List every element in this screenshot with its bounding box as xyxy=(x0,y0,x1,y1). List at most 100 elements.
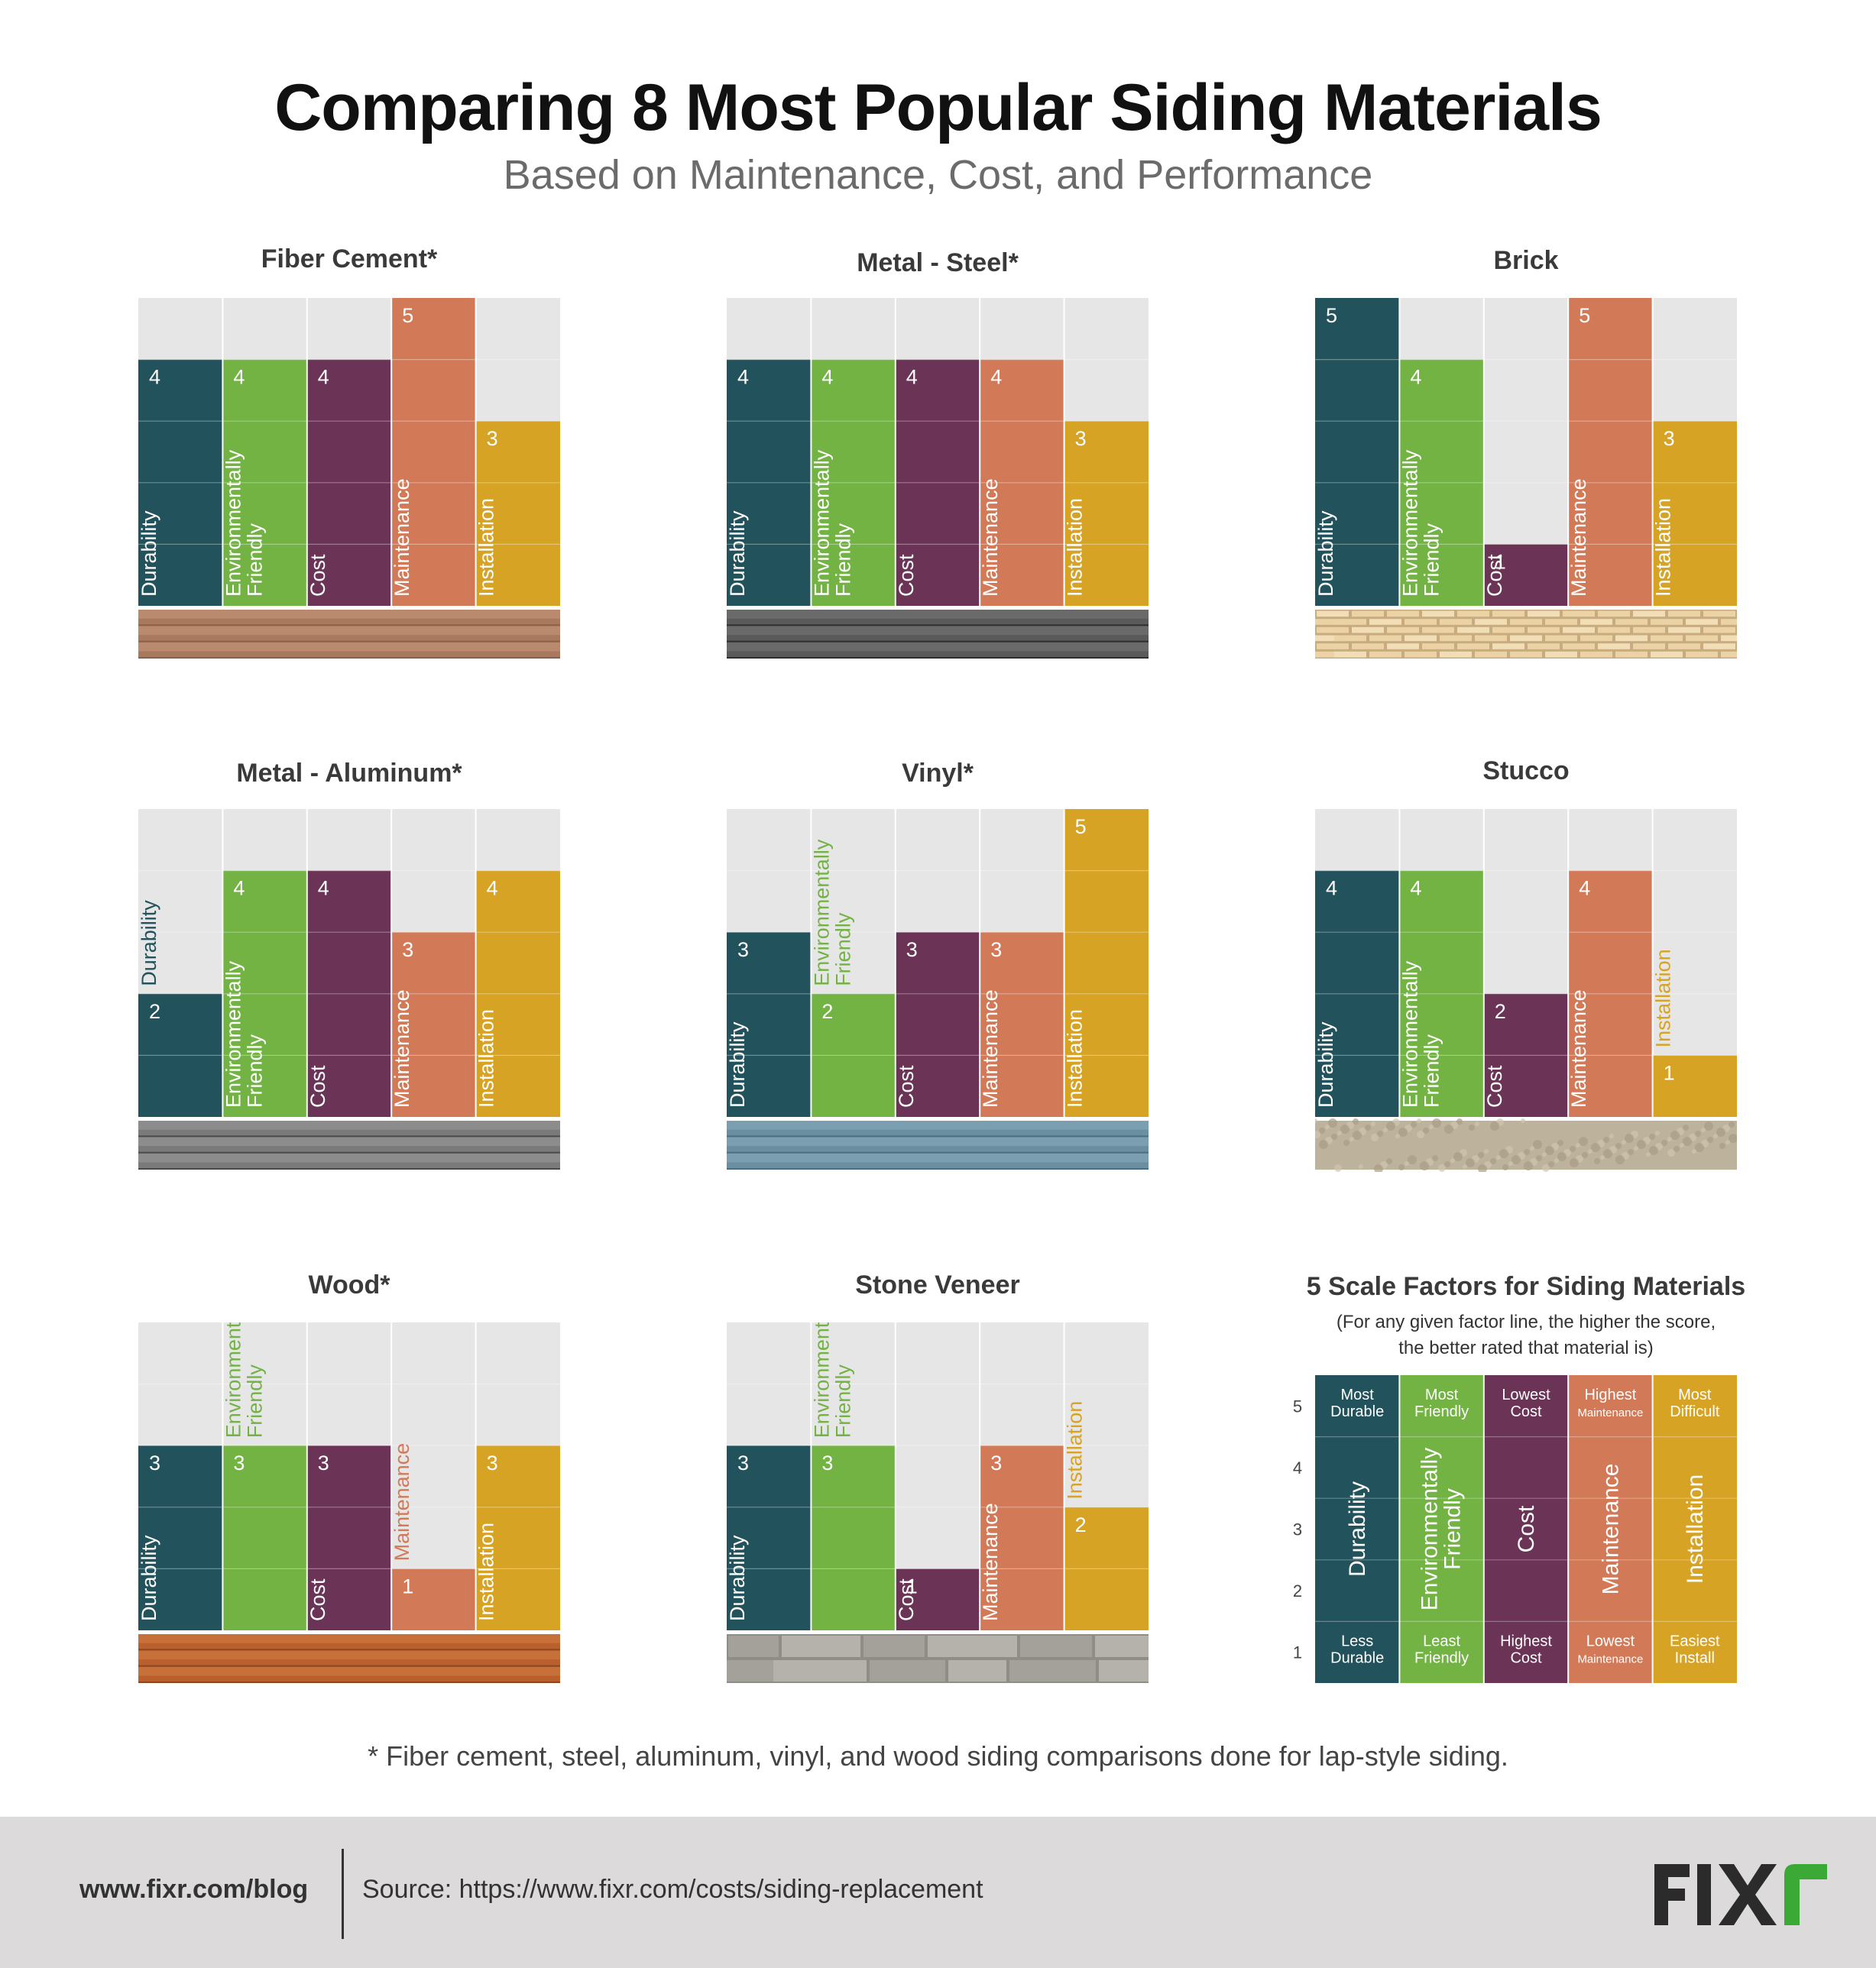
wood-lap-texture xyxy=(138,1634,560,1683)
bar-maintenance xyxy=(1568,298,1653,606)
value-label: 4 xyxy=(1410,366,1421,389)
category-label-installation: Installation xyxy=(475,1009,498,1108)
category-label-durability: Durability xyxy=(727,1021,749,1108)
value-label: 4 xyxy=(1579,877,1590,900)
svg-text:Friendly: Friendly xyxy=(1420,1034,1443,1108)
value-label: 4 xyxy=(318,877,329,900)
svg-text:Durability: Durability xyxy=(1315,510,1337,597)
bar-installation xyxy=(475,421,560,606)
chart-title-stucco: Stucco xyxy=(1482,756,1570,785)
value-label: 3 xyxy=(906,938,918,961)
svg-text:Maintenance: Maintenance xyxy=(390,1443,413,1562)
svg-text:Environmentally: Environmentally xyxy=(222,1322,245,1438)
footer-source-link[interactable]: Source: https://www.fixr.com/costs/sidin… xyxy=(362,1875,983,1904)
footer-divider xyxy=(342,1849,344,1939)
svg-text:Friendly: Friendly xyxy=(243,523,266,597)
bar-installation xyxy=(1064,809,1149,1117)
svg-text:Environmentally: Environmentally xyxy=(222,960,245,1108)
svg-text:Cost: Cost xyxy=(1483,1065,1506,1108)
value-label: 3 xyxy=(318,1452,329,1474)
stone-texture xyxy=(727,1634,1149,1683)
category-label-installation: Installation xyxy=(1064,1401,1087,1500)
category-label-cost: Cost xyxy=(1483,1065,1506,1108)
bar-cost xyxy=(306,870,392,1117)
bar-durability xyxy=(138,359,223,606)
category-label-durability: Durability xyxy=(1315,1021,1337,1108)
bar-cost xyxy=(1483,993,1569,1117)
svg-text:Installation: Installation xyxy=(475,1009,498,1108)
legend-top-label: Maintenance xyxy=(1577,1406,1643,1419)
svg-text:Environmentally: Environmentally xyxy=(1398,960,1421,1108)
chart-title-steel: Metal - Steel* xyxy=(857,248,1019,277)
bar-installation xyxy=(1652,421,1737,606)
steel-lap-texture xyxy=(727,610,1149,659)
stucco-texture xyxy=(1315,1118,1737,1172)
footer-url-link[interactable]: www.fixr.com/blog xyxy=(79,1875,309,1904)
value-label: 4 xyxy=(1410,877,1421,900)
value-label: 4 xyxy=(233,366,245,389)
legend-note-line1: (For any given factor line, the higher t… xyxy=(1336,1312,1716,1332)
category-label-installation: Installation xyxy=(1652,949,1675,1047)
bar-environmentally-friendly xyxy=(222,870,307,1117)
category-label-maintenance: Maintenance xyxy=(390,478,413,597)
legend-factor-label: Cost xyxy=(1514,1505,1539,1552)
chart-title-wood: Wood* xyxy=(308,1270,390,1300)
value-label: 3 xyxy=(487,427,498,450)
vinyl-lap-texture xyxy=(727,1121,1149,1170)
value-label: 1 xyxy=(1495,550,1506,573)
fiber-cement-lap-texture xyxy=(138,610,560,659)
svg-text:Durability: Durability xyxy=(1315,1021,1337,1108)
category-label-maintenance: Maintenance xyxy=(390,989,413,1108)
bar-maintenance xyxy=(391,932,476,1117)
bar-durability xyxy=(1315,298,1400,606)
svg-text:Environmentally: Environmentally xyxy=(1398,449,1421,597)
scale-number: 3 xyxy=(1293,1520,1302,1539)
svg-text:Environmentally: Environmentally xyxy=(810,1322,833,1438)
scale-number: 2 xyxy=(1293,1581,1302,1601)
category-label-installation: Installation xyxy=(475,1523,498,1621)
bar-maintenance xyxy=(980,1445,1064,1630)
legend-factor-label: Environmentally xyxy=(1418,1448,1443,1610)
legend-top-label: Highest xyxy=(1584,1387,1636,1403)
bar-installation xyxy=(1064,421,1149,606)
chart-title-aluminum: Metal - Aluminum* xyxy=(236,759,462,788)
bar-durability xyxy=(138,993,223,1117)
value-label: 2 xyxy=(1075,1513,1087,1536)
svg-text:Installation: Installation xyxy=(1064,1401,1087,1500)
legend-factor-label: Friendly xyxy=(1440,1488,1466,1570)
svg-text:Durability: Durability xyxy=(138,510,160,597)
scale-number: 4 xyxy=(1293,1458,1302,1478)
category-label-cost: Cost xyxy=(895,554,918,597)
bar-cost xyxy=(895,932,980,1117)
svg-text:Durability: Durability xyxy=(727,510,749,597)
svg-text:Environmentally: Environmentally xyxy=(810,839,833,986)
svg-text:Friendly: Friendly xyxy=(243,1034,266,1108)
legend-bottom-label: Lowest xyxy=(1586,1633,1635,1649)
svg-text:Installation: Installation xyxy=(475,498,498,597)
category-label-maintenance: Maintenance xyxy=(1567,989,1590,1108)
category-label-durability: Durability xyxy=(138,510,160,597)
svg-text:Environmentally: Environmentally xyxy=(222,449,245,597)
legend-factor-label: Maintenance xyxy=(1598,1464,1623,1595)
legend-title: 5 Scale Factors for Siding Materials xyxy=(1306,1272,1746,1301)
bar-maintenance xyxy=(1568,870,1653,1117)
svg-text:Cost: Cost xyxy=(1483,554,1506,597)
value-label: 4 xyxy=(737,366,749,389)
bar-durability xyxy=(727,1445,812,1630)
value-label: 3 xyxy=(233,1452,245,1474)
svg-text:Durability: Durability xyxy=(138,1535,160,1621)
svg-text:Cost: Cost xyxy=(306,554,329,597)
legend-bottom-label: Durable xyxy=(1330,1649,1384,1666)
bar-cost xyxy=(1483,544,1569,606)
category-label-maintenance: Maintenance xyxy=(979,478,1002,597)
legend-factor-environmentally-friendly: MostFriendlyLeastFriendlyEnvironmentally… xyxy=(1399,1375,1484,1683)
